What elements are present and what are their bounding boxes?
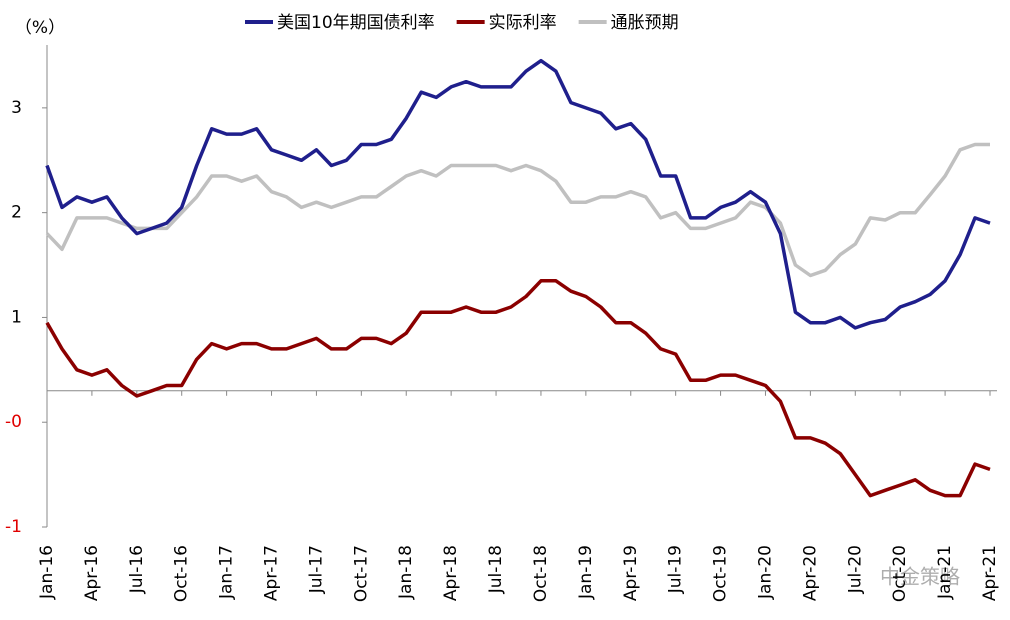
x-tick-label: Jul-19 — [666, 545, 686, 594]
x-tick-label: Jan-19 — [576, 545, 596, 600]
x-tick-label: Jul-20 — [845, 545, 865, 594]
x-tick-label: Jul-16 — [127, 545, 147, 594]
y-tick-label: 2 — [11, 203, 22, 223]
x-tick-label: Jan-20 — [755, 545, 775, 600]
unit-label: （%） — [15, 18, 65, 38]
x-tick-label: Jul-17 — [306, 545, 326, 594]
x-tick-label: Jan-18 — [396, 545, 416, 600]
x-tick-label: Apr-16 — [82, 545, 102, 601]
x-tick-label: Oct-17 — [351, 545, 371, 602]
x-tick-label: Jan-16 — [37, 545, 57, 600]
series-line — [45, 279, 991, 498]
x-tick-label: Apr-18 — [441, 545, 461, 601]
x-tick-label: Jul-18 — [486, 545, 506, 594]
y-tick-label: 3 — [11, 98, 22, 118]
series-line — [45, 58, 991, 330]
x-tick-label: Jan-17 — [217, 545, 237, 600]
y-tick-label: 1 — [11, 307, 22, 327]
legend-label: 通胀预期 — [611, 13, 679, 33]
x-tick-label: Oct-20 — [890, 545, 910, 602]
x-tick-label: Apr-17 — [262, 545, 282, 601]
x-tick-label: Jan-21 — [935, 545, 955, 600]
legend-label: 美国10年期国债利率 — [277, 13, 435, 33]
series-line — [45, 142, 990, 278]
x-tick-label: Oct-19 — [711, 545, 731, 602]
y-tick-label: -1 — [5, 517, 22, 537]
watermark: 中金策略 — [880, 565, 960, 589]
x-tick-label: Apr-21 — [980, 545, 1000, 601]
y-tick-label: -0 — [5, 412, 22, 432]
legend-label: 实际利率 — [489, 13, 557, 33]
x-tick-label: Apr-20 — [800, 545, 820, 601]
x-tick-label: Oct-18 — [531, 545, 551, 602]
x-tick-label: Oct-16 — [172, 545, 192, 602]
x-tick-label: Apr-19 — [621, 545, 641, 601]
